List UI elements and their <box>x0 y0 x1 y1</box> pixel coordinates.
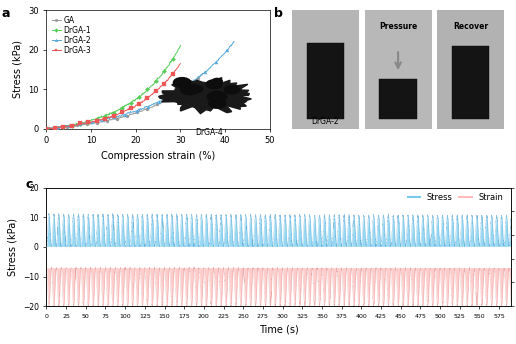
Legend: Stress, Strain: Stress, Strain <box>404 190 507 205</box>
GA <box>200 72 206 76</box>
DrGA-2 <box>155 99 161 104</box>
GA <box>133 111 139 115</box>
Polygon shape <box>307 43 344 119</box>
DrGA-3 <box>168 74 174 78</box>
Polygon shape <box>365 10 431 129</box>
Line: GA: GA <box>45 72 204 130</box>
GA <box>43 127 50 131</box>
Text: a: a <box>2 7 10 20</box>
DrGA-1 <box>89 118 95 122</box>
Polygon shape <box>452 46 489 119</box>
DrGA-2 <box>43 127 50 131</box>
GA <box>44 127 50 131</box>
Line: DrGA-3: DrGA-3 <box>45 62 182 130</box>
DrGA-3 <box>52 125 58 129</box>
Text: Pressure: Pressure <box>379 22 417 31</box>
Polygon shape <box>379 79 417 119</box>
Line: DrGA-1: DrGA-1 <box>45 44 182 130</box>
DrGA-1 <box>53 125 59 129</box>
GA <box>173 92 179 96</box>
Polygon shape <box>437 10 504 129</box>
Legend: GA, DrGA-1, DrGA-2, DrGA-3: GA, DrGA-1, DrGA-2, DrGA-3 <box>50 14 92 57</box>
DrGA-1 <box>43 127 50 131</box>
DrGA-3 <box>89 120 95 124</box>
DrGA-2 <box>158 99 164 103</box>
DrGA-1 <box>133 97 139 101</box>
DrGA-2 <box>154 101 160 105</box>
Text: c: c <box>25 178 33 191</box>
GA <box>119 115 125 119</box>
DrGA-3 <box>49 127 55 131</box>
X-axis label: Time (s): Time (s) <box>259 324 299 334</box>
Text: Recover: Recover <box>453 22 488 31</box>
Polygon shape <box>292 10 359 129</box>
DrGA-2 <box>213 60 219 64</box>
Text: b: b <box>274 7 283 20</box>
X-axis label: Compression strain (%): Compression strain (%) <box>101 151 215 161</box>
DrGA-1 <box>178 43 184 47</box>
Text: DrGA-2: DrGA-2 <box>312 117 340 126</box>
DrGA-3 <box>64 125 71 129</box>
DrGA-2 <box>201 70 207 74</box>
GA <box>140 108 147 112</box>
DrGA-2 <box>44 126 50 130</box>
DrGA-1 <box>65 123 71 128</box>
DrGA-1 <box>50 126 56 130</box>
DrGA-3 <box>178 62 184 66</box>
Y-axis label: Stress (kPa): Stress (kPa) <box>7 218 17 276</box>
DrGA-1 <box>45 127 51 131</box>
DrGA-3 <box>43 127 50 131</box>
DrGA-3 <box>132 105 138 109</box>
DrGA-2 <box>231 39 237 43</box>
GA <box>174 92 180 96</box>
Line: DrGA-2: DrGA-2 <box>45 40 235 130</box>
GA <box>68 125 74 129</box>
Y-axis label: Stress (kPa): Stress (kPa) <box>12 41 23 98</box>
DrGA-1 <box>168 58 174 63</box>
